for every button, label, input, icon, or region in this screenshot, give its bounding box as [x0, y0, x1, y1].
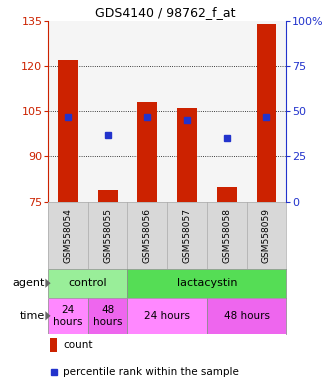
Bar	[48, 269, 127, 298]
Text: GSM558059: GSM558059	[262, 208, 271, 263]
Bar	[48, 298, 88, 334]
Text: GSM558057: GSM558057	[182, 208, 192, 263]
Text: GSM558055: GSM558055	[103, 208, 112, 263]
Bar	[98, 190, 118, 202]
Bar	[127, 298, 207, 334]
Text: GDS4140 / 98762_f_at: GDS4140 / 98762_f_at	[95, 6, 236, 19]
Text: GSM558058: GSM558058	[222, 208, 231, 263]
Text: GSM558056: GSM558056	[143, 208, 152, 263]
Bar	[88, 298, 127, 334]
Bar	[137, 103, 157, 202]
Bar	[50, 338, 57, 353]
Bar	[177, 108, 197, 202]
Bar	[58, 60, 78, 202]
Text: agent: agent	[12, 278, 45, 288]
Text: GSM558054: GSM558054	[63, 208, 72, 263]
Text: lactacystin: lactacystin	[177, 278, 237, 288]
Text: control: control	[69, 278, 107, 288]
Text: percentile rank within the sample: percentile rank within the sample	[63, 366, 239, 377]
Text: 48
hours: 48 hours	[93, 305, 122, 327]
Text: 24 hours: 24 hours	[144, 311, 190, 321]
Text: 48 hours: 48 hours	[224, 311, 269, 321]
Bar	[127, 269, 286, 298]
Text: 24
hours: 24 hours	[53, 305, 83, 327]
Bar	[257, 24, 276, 202]
Bar	[207, 298, 286, 334]
Text: time: time	[20, 311, 45, 321]
Text: count: count	[63, 340, 92, 350]
Bar	[217, 187, 237, 202]
